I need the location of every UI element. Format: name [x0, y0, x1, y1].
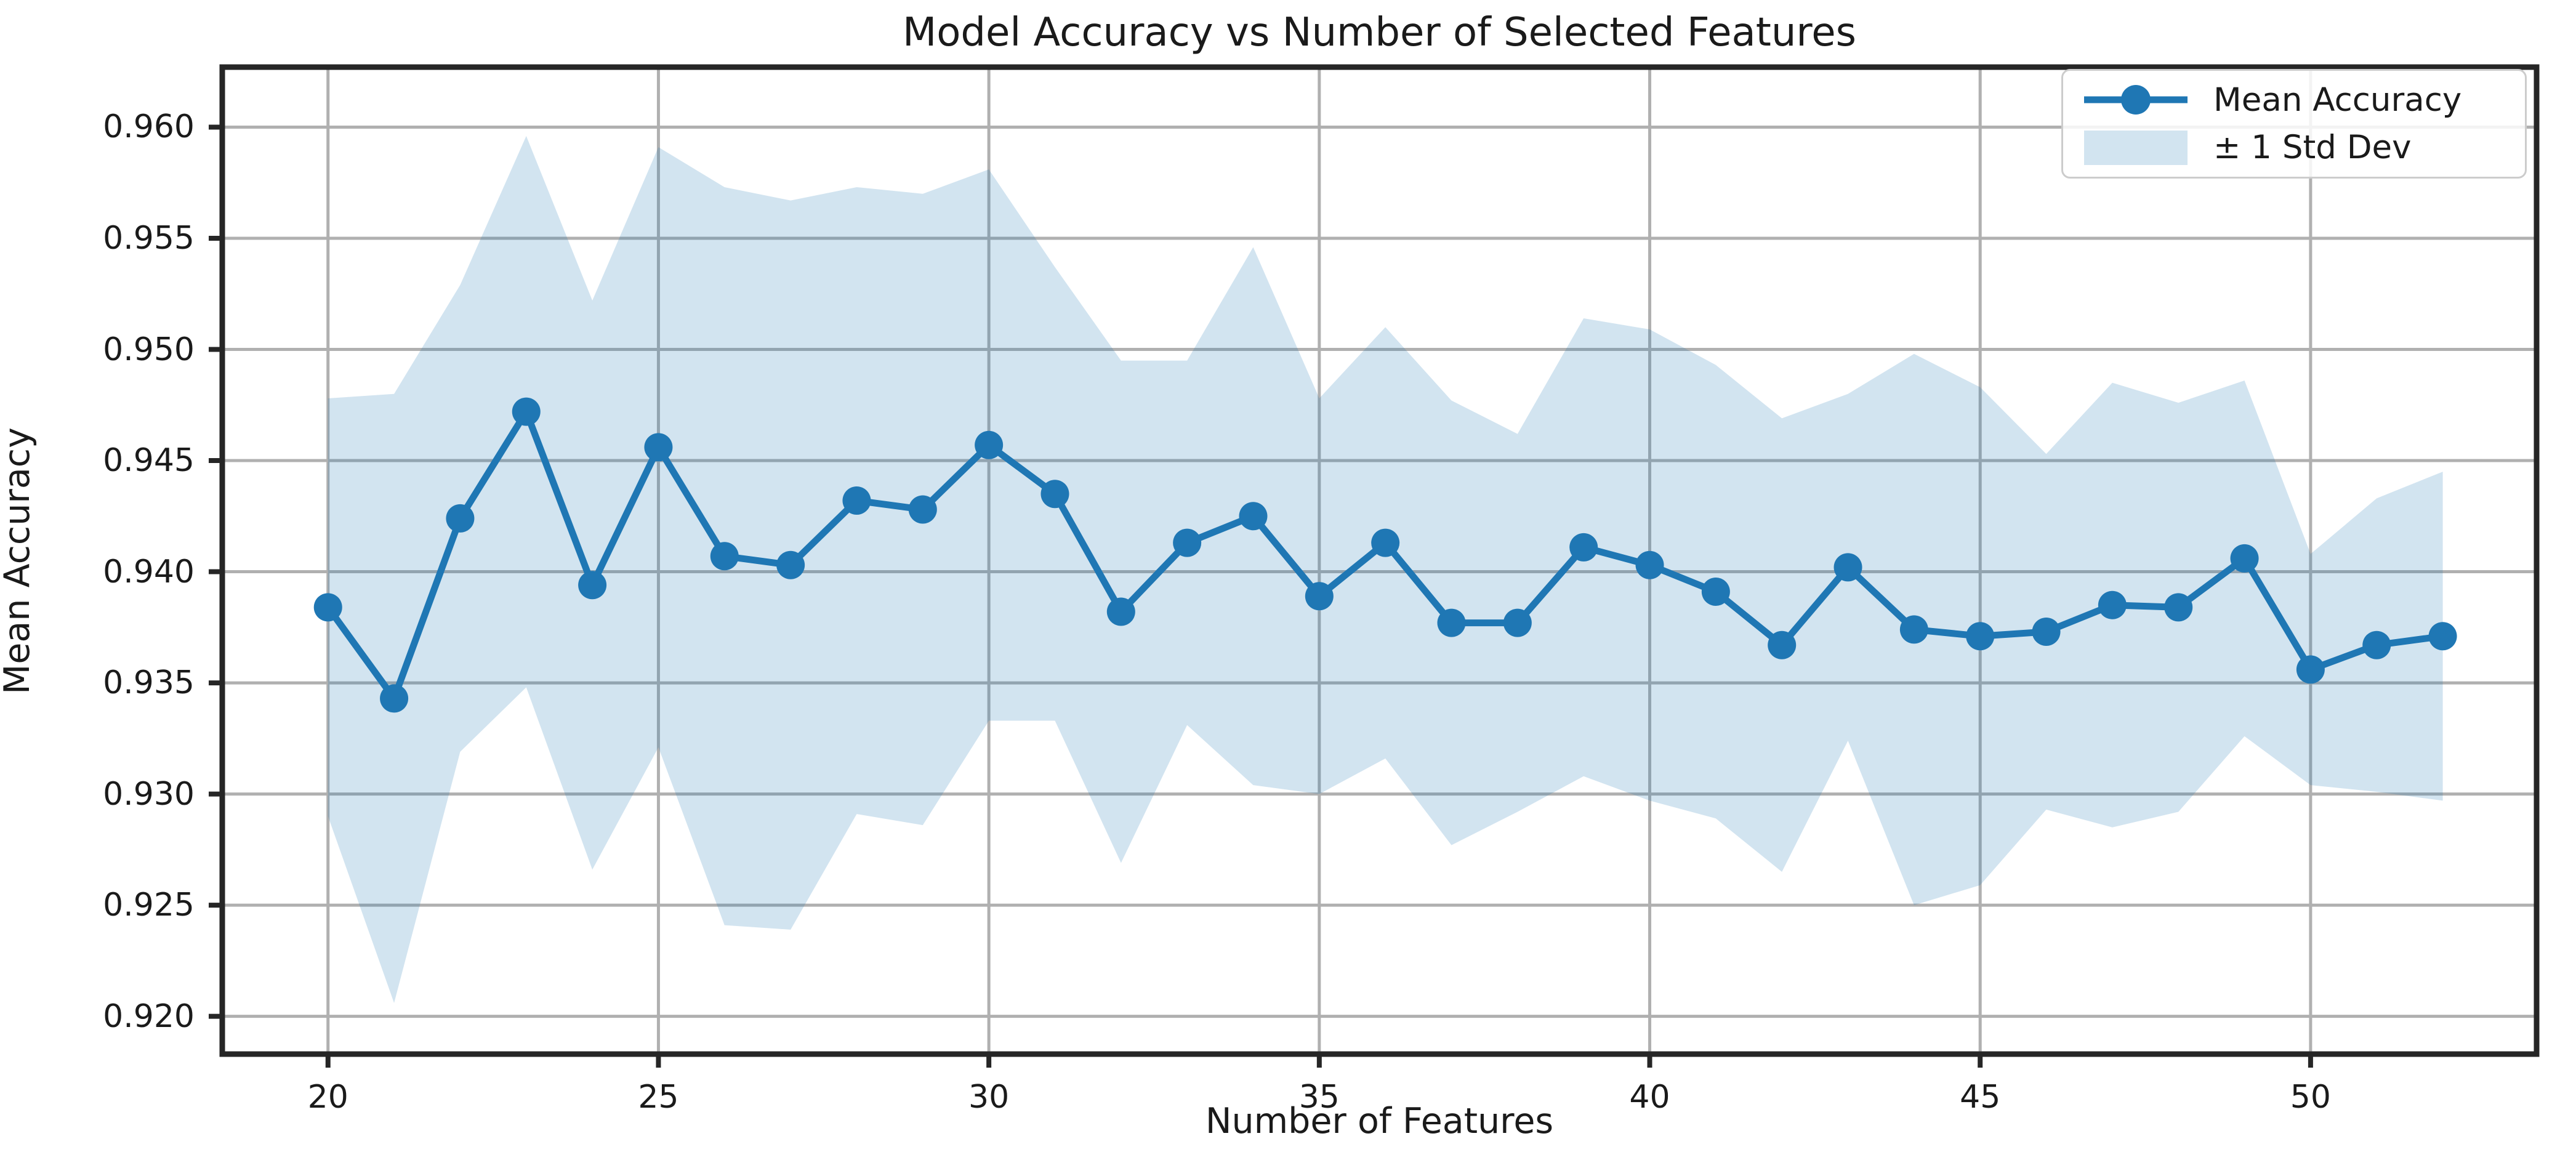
data-point-marker [776, 550, 805, 579]
legend-item-std-band: ± 1 Std Dev [2063, 129, 2525, 166]
axes-spines [219, 64, 2540, 1057]
x-tick-label: 45 [1960, 1079, 2001, 1116]
y-tick-label: 0.955 [103, 219, 195, 257]
data-point-marker [1106, 597, 1135, 626]
data-point-marker [1899, 615, 1928, 644]
data-point-marker [1833, 553, 1862, 582]
std-dev-band [328, 135, 2443, 1003]
y-tick-label: 0.950 [103, 331, 195, 368]
data-point-marker [2230, 544, 2259, 573]
y-tick-label: 0.930 [103, 775, 195, 813]
legend-label-mean-accuracy: Mean Accuracy [2213, 81, 2462, 119]
x-axis-label: Number of Features [1205, 1101, 1554, 1142]
y-tick-label: 0.945 [103, 442, 195, 480]
legend-band-sample [2082, 129, 2190, 166]
data-point-marker [2164, 593, 2193, 622]
y-tick-label: 0.920 [103, 997, 195, 1035]
data-point-marker [1305, 582, 1334, 611]
data-point-marker [975, 430, 1004, 459]
data-point-marker [1768, 630, 1797, 659]
data-point-marker [446, 504, 475, 533]
data-point-marker [842, 486, 871, 515]
y-tick-label: 0.925 [103, 887, 195, 924]
y-tick-label: 0.935 [103, 664, 195, 702]
legend-item-mean-accuracy: Mean Accuracy [2063, 81, 2525, 119]
data-point-marker [313, 593, 342, 622]
data-point-marker [1173, 528, 1202, 557]
y-tick-label: 0.960 [103, 108, 195, 146]
x-tick-label: 35 [1298, 1079, 1340, 1116]
data-point-marker [1239, 502, 1268, 531]
x-tick-label: 30 [968, 1079, 1010, 1116]
data-point-marker [2098, 590, 2127, 619]
legend: Mean Accuracy ± 1 Std Dev [2061, 69, 2527, 179]
data-point-marker [2428, 622, 2457, 651]
data-point-marker [1437, 608, 1466, 637]
data-point-marker [644, 433, 673, 462]
chart-title: Model Accuracy vs Number of Selected Fea… [902, 10, 1857, 55]
data-point-marker [1635, 550, 1664, 579]
data-point-marker [1966, 622, 1995, 651]
data-point-marker [380, 684, 409, 713]
data-point-marker [908, 495, 937, 524]
data-point-marker [1701, 578, 1730, 606]
data-point-marker [710, 542, 739, 571]
x-tick-label: 20 [307, 1079, 348, 1116]
data-point-marker [512, 397, 541, 426]
data-point-marker [2032, 618, 2061, 646]
plot-area [209, 64, 2540, 1068]
x-tick-label: 50 [2290, 1079, 2331, 1116]
data-point-marker [2362, 630, 2391, 659]
x-tick-label: 25 [638, 1079, 679, 1116]
data-point-marker [2296, 655, 2325, 684]
data-point-marker [1371, 528, 1400, 557]
legend-line-marker-sample [2082, 81, 2190, 118]
x-tick-label: 40 [1629, 1079, 1670, 1116]
y-tick-label: 0.940 [103, 553, 195, 590]
data-point-marker [1503, 608, 1532, 637]
data-point-marker [1569, 533, 1598, 562]
data-point-marker [578, 571, 607, 600]
data-point-marker [1040, 480, 1069, 509]
legend-label-std-band: ± 1 Std Dev [2213, 129, 2412, 167]
